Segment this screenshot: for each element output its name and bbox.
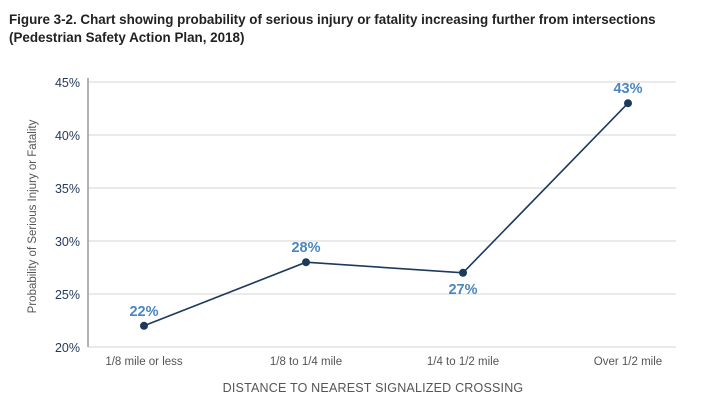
x-axis-ticks: 1/8 mile or less 1/8 to 1/4 mile 1/4 to 1/… [105,356,662,368]
data-point [459,268,467,277]
y-tick-label: 35% [55,182,80,196]
data-label: 22% [129,304,158,320]
x-axis-label: DISTANCE TO NEAREST SIGNALIZED CROSSING [223,381,524,395]
data-label: 43% [613,81,642,97]
data-labels: 22% 28% 27% 43% [129,81,642,320]
figure-title: Figure 3-2. Chart showing probability of… [9,11,699,47]
x-tick-label: Over 1/2 mile [594,356,662,368]
x-tick-label: 1/4 to 1/2 mile [427,356,499,368]
y-tick-label: 40% [55,129,80,143]
gridlines [88,81,676,348]
x-tick-label: 1/8 to 1/4 mile [270,356,342,368]
figure-title-line-1: Figure 3-2. Chart showing probability of… [9,12,656,27]
y-axis-ticks: 20% 25% 30% 35% 40% 45% [55,76,80,355]
y-tick-label: 45% [55,76,80,90]
data-point [140,321,148,330]
figure-title-line-2: (Pedestrian Safety Action Plan, 2018) [9,30,245,45]
data-points [140,99,632,330]
data-point [624,99,632,108]
x-tick-label: 1/8 mile or less [105,356,183,368]
data-point [302,258,310,267]
y-axis-label: Probability of Serious Injury or Fatalit… [27,119,39,313]
y-tick-label: 25% [55,288,80,302]
y-tick-label: 30% [55,235,80,249]
data-label: 28% [291,240,320,256]
data-label: 27% [448,282,477,298]
series-line [143,102,629,327]
y-tick-label: 20% [55,341,80,355]
